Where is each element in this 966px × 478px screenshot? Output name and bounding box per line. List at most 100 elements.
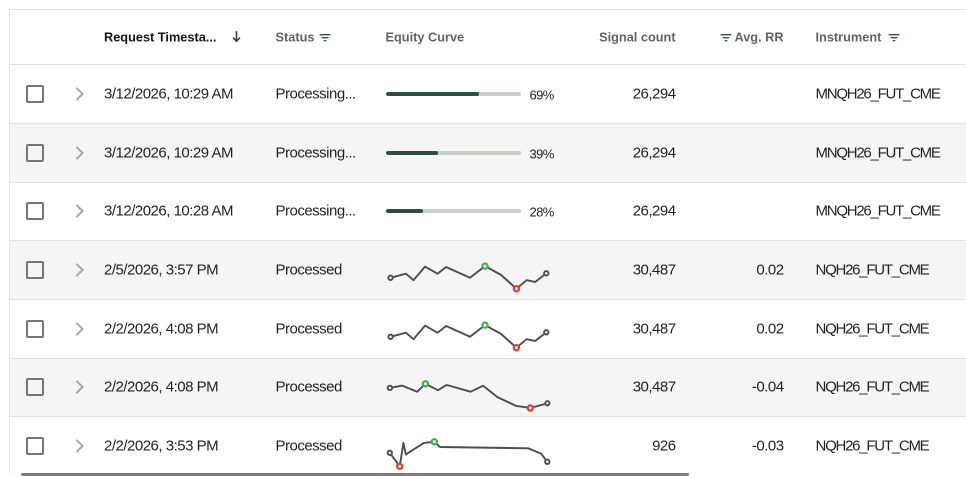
sparkline-min-dot [512, 285, 521, 293]
table-row[interactable]: 2/2/2026, 3:53 PM Processed 926 -0.03 NQ… [10, 417, 966, 473]
cell-signal-count: 26,294 [632, 85, 676, 103]
equity-curve-sparkline [387, 321, 550, 352]
cell-request-timestamp: 3/12/2026, 10:28 AM [104, 202, 233, 220]
table-row[interactable]: 2/2/2026, 4:08 PM Processed 30,487 0.02 … [10, 299, 966, 359]
cell-request-timestamp: 2/2/2026, 4:08 PM [104, 320, 219, 338]
sparkline-end-dot [386, 449, 393, 457]
sparkline-path [390, 324, 547, 349]
cell-request-timestamp: 2/2/2026, 3:53 PM [104, 437, 219, 455]
row-checkbox[interactable] [26, 437, 44, 456]
progress-bar [385, 209, 521, 214]
cell-avg-rr: 0.02 [756, 261, 784, 279]
progress-bar [385, 92, 521, 97]
equity-curve-sparkline [386, 438, 551, 471]
row-checkbox[interactable] [26, 143, 44, 162]
cell-request-timestamp: 3/12/2026, 10:29 AM [104, 144, 233, 162]
sparkline-end-dot [544, 458, 551, 466]
sparkline-path [389, 382, 548, 409]
cell-instrument: NQH26_FUT_CME [815, 261, 930, 279]
avg-rr-filter-icon[interactable] [720, 33, 732, 43]
cell-avg-rr: -0.03 [751, 437, 784, 455]
sparkline-end-dot [386, 384, 394, 391]
cell-status: Processed [275, 261, 343, 279]
column-header-avg-rr[interactable]: Avg. RR [734, 29, 784, 45]
row-checkbox[interactable] [26, 378, 44, 397]
progress-bar-fill [385, 209, 424, 214]
sparkline-end-dot [543, 329, 550, 336]
sparkline-min-dot [526, 403, 534, 412]
progress-percent-label: 39% [529, 146, 555, 162]
expand-row-chevron-icon[interactable] [75, 145, 85, 160]
sparkline-min-dot [396, 462, 404, 471]
progress-percent-label: 28% [529, 204, 555, 220]
sparkline-end-dot [387, 333, 394, 340]
sparkline-end-dot [544, 399, 551, 407]
expand-row-chevron-icon[interactable] [75, 380, 85, 395]
equity-curve-sparkline [387, 262, 550, 293]
sparkline-max-dot [421, 379, 430, 388]
column-header-instrument[interactable]: Instrument [815, 29, 882, 45]
table-row[interactable]: 2/5/2026, 3:57 PM Processed 30,487 0.02 … [10, 241, 966, 300]
cell-signal-count: 26,294 [632, 202, 676, 220]
cell-signal-count: 926 [652, 437, 676, 455]
table-row[interactable]: 2/2/2026, 4:08 PM Processed 30,487 -0.04… [10, 358, 966, 418]
status-filter-icon[interactable] [319, 33, 331, 43]
cell-status: Processed [275, 378, 343, 396]
sparkline-max-dot [481, 262, 489, 271]
sparkline-max-dot [481, 321, 489, 329]
progress-bar [385, 150, 521, 155]
cell-instrument: MNQH26_FUT_CME [815, 85, 941, 103]
cell-signal-count: 30,487 [632, 261, 676, 279]
sparkline-path [389, 441, 549, 468]
row-checkbox[interactable] [26, 202, 44, 221]
cell-request-timestamp: 2/5/2026, 3:57 PM [104, 261, 219, 279]
table-row[interactable]: 3/12/2026, 10:28 AM Processing... 28% 26… [10, 182, 966, 242]
progress-bar-fill [385, 92, 479, 97]
expand-row-chevron-icon[interactable] [75, 204, 85, 219]
cell-avg-rr: 0.02 [756, 320, 784, 338]
table-row[interactable]: 3/12/2026, 10:29 AM Processing... 69% 26… [10, 65, 966, 124]
column-header-request-timestamp[interactable]: Request Timesta... [104, 29, 217, 45]
row-checkbox[interactable] [26, 85, 44, 104]
sort-descending-icon[interactable] [230, 30, 243, 44]
equity-curve-sparkline [386, 379, 551, 412]
cell-request-timestamp: 3/12/2026, 10:29 AM [104, 85, 233, 103]
sparkline-min-dot [512, 343, 521, 352]
column-header-signal-count[interactable]: Signal count [599, 29, 676, 45]
cell-status: Processing... [275, 144, 357, 162]
cell-status: Processed [275, 437, 343, 455]
sparkline-max-dot [430, 438, 439, 446]
table-header-row: Request Timesta... Status Equity Curve S… [10, 10, 966, 66]
column-header-status[interactable]: Status [275, 29, 315, 45]
cell-instrument: MNQH26_FUT_CME [815, 202, 941, 220]
sparkline-end-dot [543, 270, 550, 277]
cell-signal-count: 30,487 [632, 320, 676, 338]
cell-request-timestamp: 2/2/2026, 4:08 PM [104, 378, 219, 396]
cell-instrument: MNQH26_FUT_CME [815, 144, 941, 162]
expand-row-chevron-icon[interactable] [75, 87, 85, 102]
sparkline-path [390, 265, 547, 290]
cell-signal-count: 30,487 [632, 378, 676, 396]
cell-signal-count: 26,294 [632, 144, 676, 162]
row-checkbox[interactable] [26, 319, 44, 338]
column-header-equity-curve[interactable]: Equity Curve [385, 29, 465, 45]
horizontal-scrollbar-thumb[interactable] [21, 473, 689, 476]
cell-instrument: NQH26_FUT_CME [815, 437, 930, 455]
cell-status: Processing... [275, 202, 357, 220]
cell-instrument: NQH26_FUT_CME [815, 378, 930, 396]
expand-row-chevron-icon[interactable] [75, 263, 85, 278]
cell-instrument: NQH26_FUT_CME [815, 320, 930, 338]
cell-status: Processing... [275, 85, 357, 103]
instrument-filter-icon[interactable] [888, 33, 900, 43]
expand-row-chevron-icon[interactable] [75, 321, 85, 336]
row-checkbox[interactable] [26, 261, 44, 280]
sparkline-end-dot [387, 274, 394, 282]
expand-row-chevron-icon[interactable] [75, 439, 85, 454]
progress-percent-label: 69% [529, 87, 555, 103]
table-body: 3/12/2026, 10:29 AM Processing... 69% 26… [10, 65, 966, 473]
requests-table: Request Timesta... Status Equity Curve S… [9, 9, 966, 473]
cell-status: Processed [275, 320, 343, 338]
table-row[interactable]: 3/12/2026, 10:29 AM Processing... 39% 26… [10, 123, 966, 183]
cell-avg-rr: -0.04 [751, 378, 784, 396]
